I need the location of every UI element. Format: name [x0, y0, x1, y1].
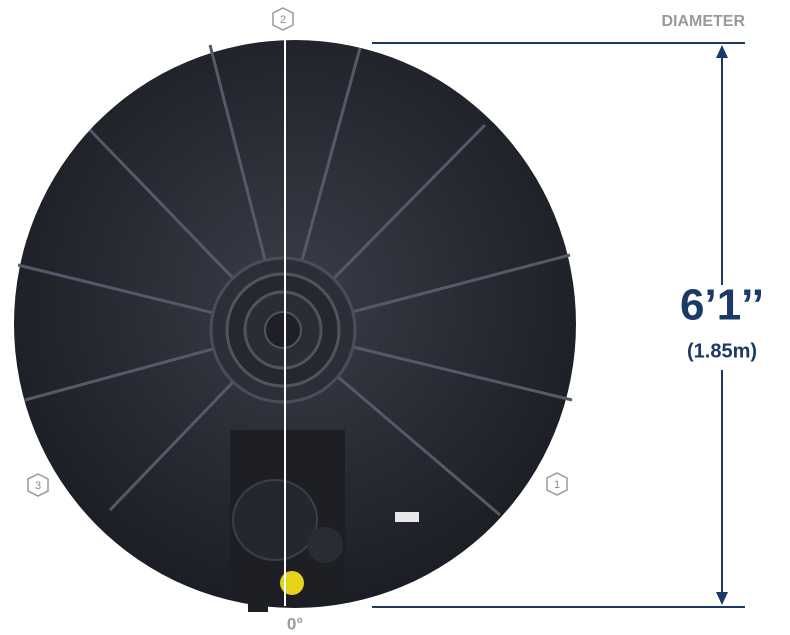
marker-label: 3 [35, 480, 41, 492]
arrow-head [716, 592, 728, 605]
hub-center [264, 311, 302, 349]
diameter-label: DIAMETER [661, 13, 745, 30]
outlet [232, 479, 318, 561]
arrow-head [716, 45, 728, 58]
markers [27, 7, 568, 497]
angle-label: 0° [287, 614, 303, 633]
label-bg [665, 285, 780, 370]
metric-size: (1.85m) [687, 340, 757, 362]
imperial-size: 6’1’’ [680, 281, 764, 330]
foot [248, 598, 268, 612]
yellow-cap [280, 571, 304, 595]
outlet-cap [307, 527, 343, 563]
tank [14, 40, 576, 612]
marker-label: 2 [280, 14, 286, 26]
marker-label: 1 [554, 479, 560, 491]
label-plate [395, 512, 419, 522]
